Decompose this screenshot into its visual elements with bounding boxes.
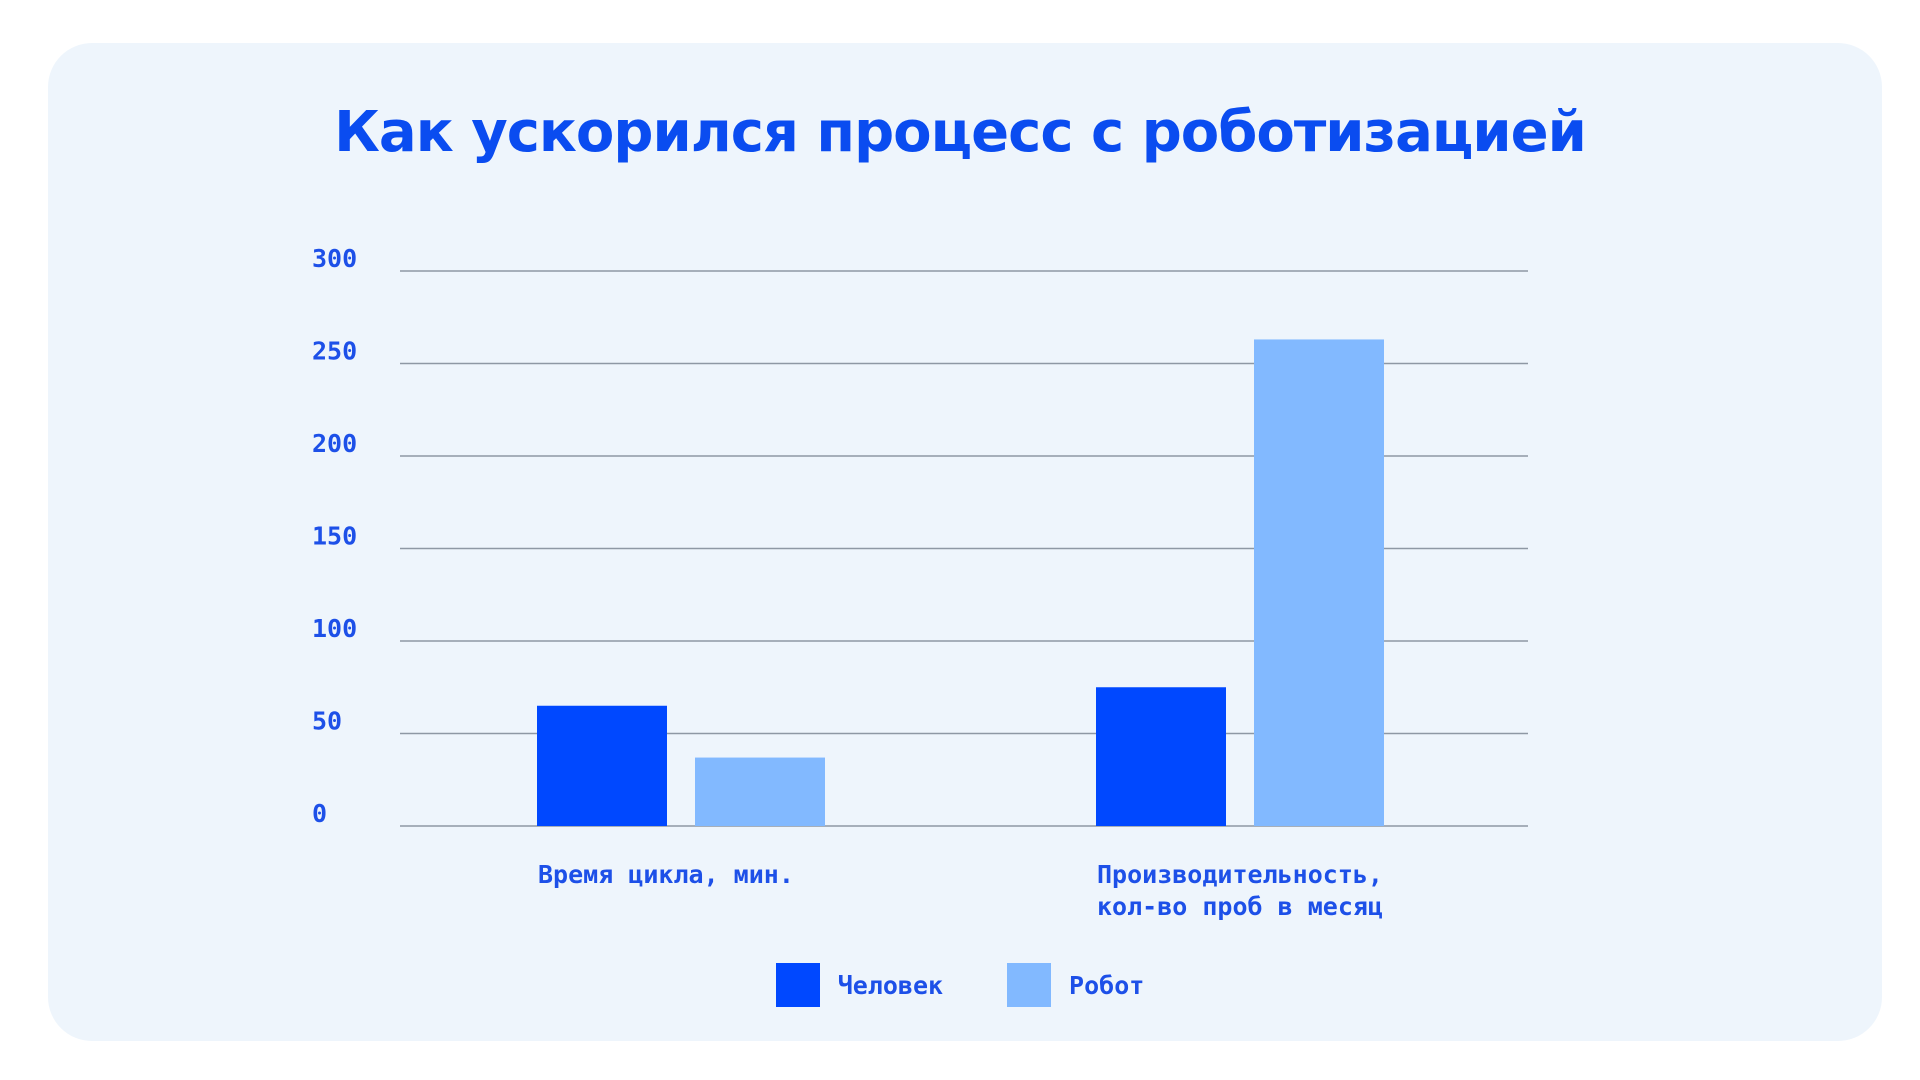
y-tick-label: 0 [312, 799, 327, 828]
bar-human [1096, 687, 1226, 826]
legend-swatch-human [775, 963, 820, 1007]
category-label: Производительность, [1097, 860, 1383, 889]
legend-swatch-robot [1007, 963, 1052, 1007]
bar-robot [695, 757, 825, 826]
y-tick-label: 100 [312, 614, 357, 643]
category-label: кол-во проб в месяц [1097, 892, 1383, 921]
y-tick-label: 150 [312, 522, 357, 551]
bar-human [537, 705, 667, 826]
legend-item-human: Человек [775, 963, 944, 1007]
legend: Человек Робот [0, 963, 1920, 1007]
legend-item-robot: Робот [1007, 963, 1144, 1007]
y-tick-label: 300 [312, 244, 357, 273]
category-label: Время цикла, мин. [538, 860, 794, 889]
legend-label-robot: Робот [1069, 970, 1145, 1000]
bar-chart: 0 50 100 150 200 250 300 Время цикла, мин. Прои… [312, 244, 1528, 921]
y-tick-label: 50 [312, 707, 342, 736]
y-tick-label: 200 [312, 429, 357, 458]
chart-title: Как ускорился процесс с роботизацией [334, 100, 1587, 165]
legend-label-human: Человек [837, 970, 944, 1000]
chart-card [48, 43, 1882, 1041]
y-tick-label: 250 [312, 337, 357, 366]
bar-robot [1254, 339, 1384, 826]
